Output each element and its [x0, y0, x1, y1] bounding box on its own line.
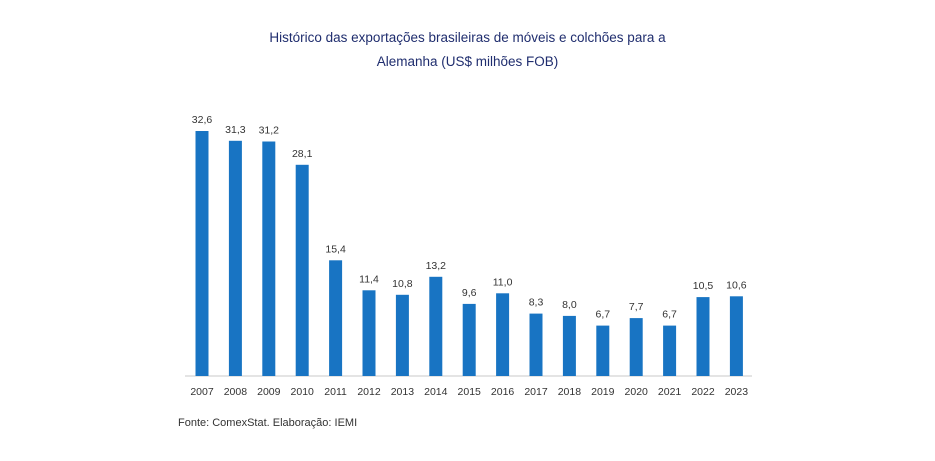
chart-title-line-1: Histórico das exportações brasileiras de…: [269, 30, 666, 45]
bar-2012: [362, 290, 376, 376]
data-label-2011: 15,4: [325, 243, 346, 255]
bar-2013: [395, 294, 409, 376]
x-tick-label-2017: 2017: [524, 386, 548, 398]
bar-2009: [262, 141, 276, 376]
data-label-2020: 7,7: [629, 301, 644, 313]
data-label-2019: 6,7: [595, 309, 610, 321]
data-label-2012: 11,4: [359, 273, 379, 285]
x-tick-label-2015: 2015: [458, 386, 482, 398]
x-tick-label-2018: 2018: [558, 386, 582, 398]
bar-2014: [429, 276, 443, 376]
x-tick-label-2012: 2012: [357, 386, 381, 398]
chart-title: Histórico das exportações brasileiras de…: [0, 26, 935, 74]
bar-2007: [195, 131, 209, 376]
x-tick-label-2022: 2022: [691, 386, 715, 398]
data-label-2010: 28,1: [292, 148, 313, 160]
source-note: Fonte: ComexStat. Elaboração: IEMI: [178, 417, 358, 429]
data-label-2021: 6,7: [662, 309, 677, 321]
data-label-2009: 31,2: [259, 125, 280, 137]
data-label-2017: 8,3: [529, 297, 544, 309]
bar-2020: [629, 318, 643, 376]
x-tick-label-2019: 2019: [591, 386, 615, 398]
x-tick-label-2009: 2009: [257, 386, 281, 398]
bar-2017: [529, 313, 543, 376]
data-label-2013: 10,8: [392, 278, 413, 290]
x-tick-label-2023: 2023: [725, 386, 749, 398]
x-tick-label-2013: 2013: [391, 386, 415, 398]
x-tick-label-2010: 2010: [291, 386, 315, 398]
bar-2010: [295, 164, 309, 376]
data-label-2014: 13,2: [426, 260, 447, 272]
data-label-2022: 10,5: [693, 280, 714, 292]
bar-2023: [729, 296, 743, 376]
bar-2021: [663, 325, 677, 376]
x-tick-label-2014: 2014: [424, 386, 448, 398]
x-tick-label-2016: 2016: [491, 386, 515, 398]
x-tick-label-2007: 2007: [190, 386, 214, 398]
bar-2019: [596, 325, 610, 376]
data-label-2015: 9,6: [462, 287, 477, 299]
data-label-2008: 31,3: [225, 124, 246, 136]
bar-2016: [496, 293, 510, 376]
data-label-2007: 32,6: [192, 114, 213, 126]
bar-2022: [696, 297, 710, 376]
x-tick-label-2021: 2021: [658, 386, 682, 398]
x-tick-label-2008: 2008: [224, 386, 248, 398]
bar-2008: [228, 140, 242, 376]
bar-2011: [329, 260, 343, 376]
chart-title-line-2: Alemanha (US$ milhões FOB): [376, 54, 559, 69]
data-label-2023: 10,6: [726, 279, 747, 291]
bar-2018: [562, 315, 576, 376]
x-tick-label-2011: 2011: [324, 386, 347, 398]
x-tick-label-2020: 2020: [625, 386, 649, 398]
data-label-2016: 11,0: [493, 276, 513, 288]
data-label-2018: 8,0: [562, 299, 577, 311]
bar-2015: [462, 303, 476, 376]
